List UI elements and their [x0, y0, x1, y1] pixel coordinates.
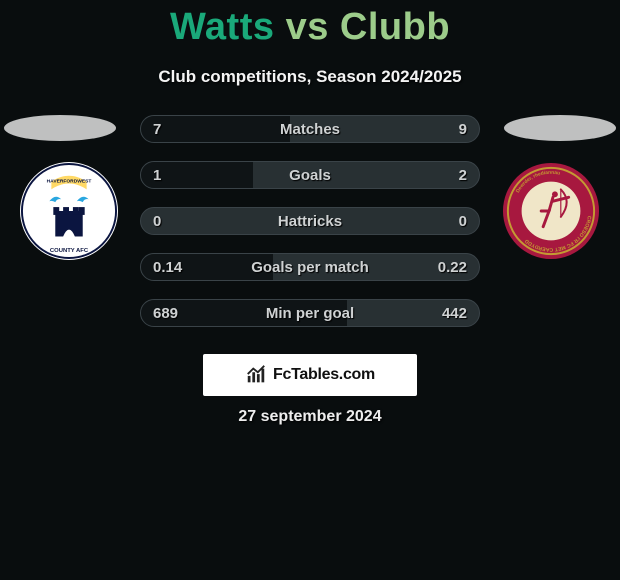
stat-value-right: 9 [459, 116, 467, 144]
stat-label: Matches [141, 116, 479, 144]
chart-icon [245, 364, 267, 386]
stat-label: Goals [141, 162, 479, 190]
stat-row: 1Goals2 [140, 161, 480, 189]
club-badge-right: CROESO I'R FC MET CAERDYDD Dewrder, rhed… [502, 162, 600, 260]
stat-label: Min per goal [141, 300, 479, 328]
stat-value-right: 2 [459, 162, 467, 190]
brand-card: FcTables.com [203, 354, 417, 396]
stat-row: 689Min per goal442 [140, 299, 480, 327]
club-badge-left: HAVERFORDWEST COUNTY AFC [20, 162, 118, 260]
stats-list: 7Matches9 1Goals2 0Hattricks0 0.14Goals per… [140, 115, 480, 345]
club-badge-right-svg: CROESO I'R FC MET CAERDYDD Dewrder, rhed… [502, 162, 600, 260]
stat-label: Hattricks [141, 208, 479, 236]
platform-left [4, 115, 116, 141]
date-text: 27 september 2024 [0, 408, 620, 426]
comparison-title: Watts vs Clubb [0, 0, 620, 49]
svg-text:COUNTY AFC: COUNTY AFC [50, 248, 89, 254]
stat-row: 7Matches9 [140, 115, 480, 143]
subtitle: Club competitions, Season 2024/2025 [0, 67, 620, 87]
player1-name: Watts [170, 6, 275, 48]
stat-row: 0Hattricks0 [140, 207, 480, 235]
brand-text: FcTables.com [273, 366, 375, 384]
platform-right [504, 115, 616, 141]
stat-label: Goals per match [141, 254, 479, 282]
stat-value-right: 0.22 [438, 254, 467, 282]
stat-value-right: 442 [442, 300, 467, 328]
vs-text: vs [286, 6, 329, 48]
club-badge-left-svg: HAVERFORDWEST COUNTY AFC [20, 162, 118, 260]
stat-value-right: 0 [459, 208, 467, 236]
player2-name: Clubb [340, 6, 450, 48]
stat-row: 0.14Goals per match0.22 [140, 253, 480, 281]
svg-text:HAVERFORDWEST: HAVERFORDWEST [47, 179, 92, 185]
